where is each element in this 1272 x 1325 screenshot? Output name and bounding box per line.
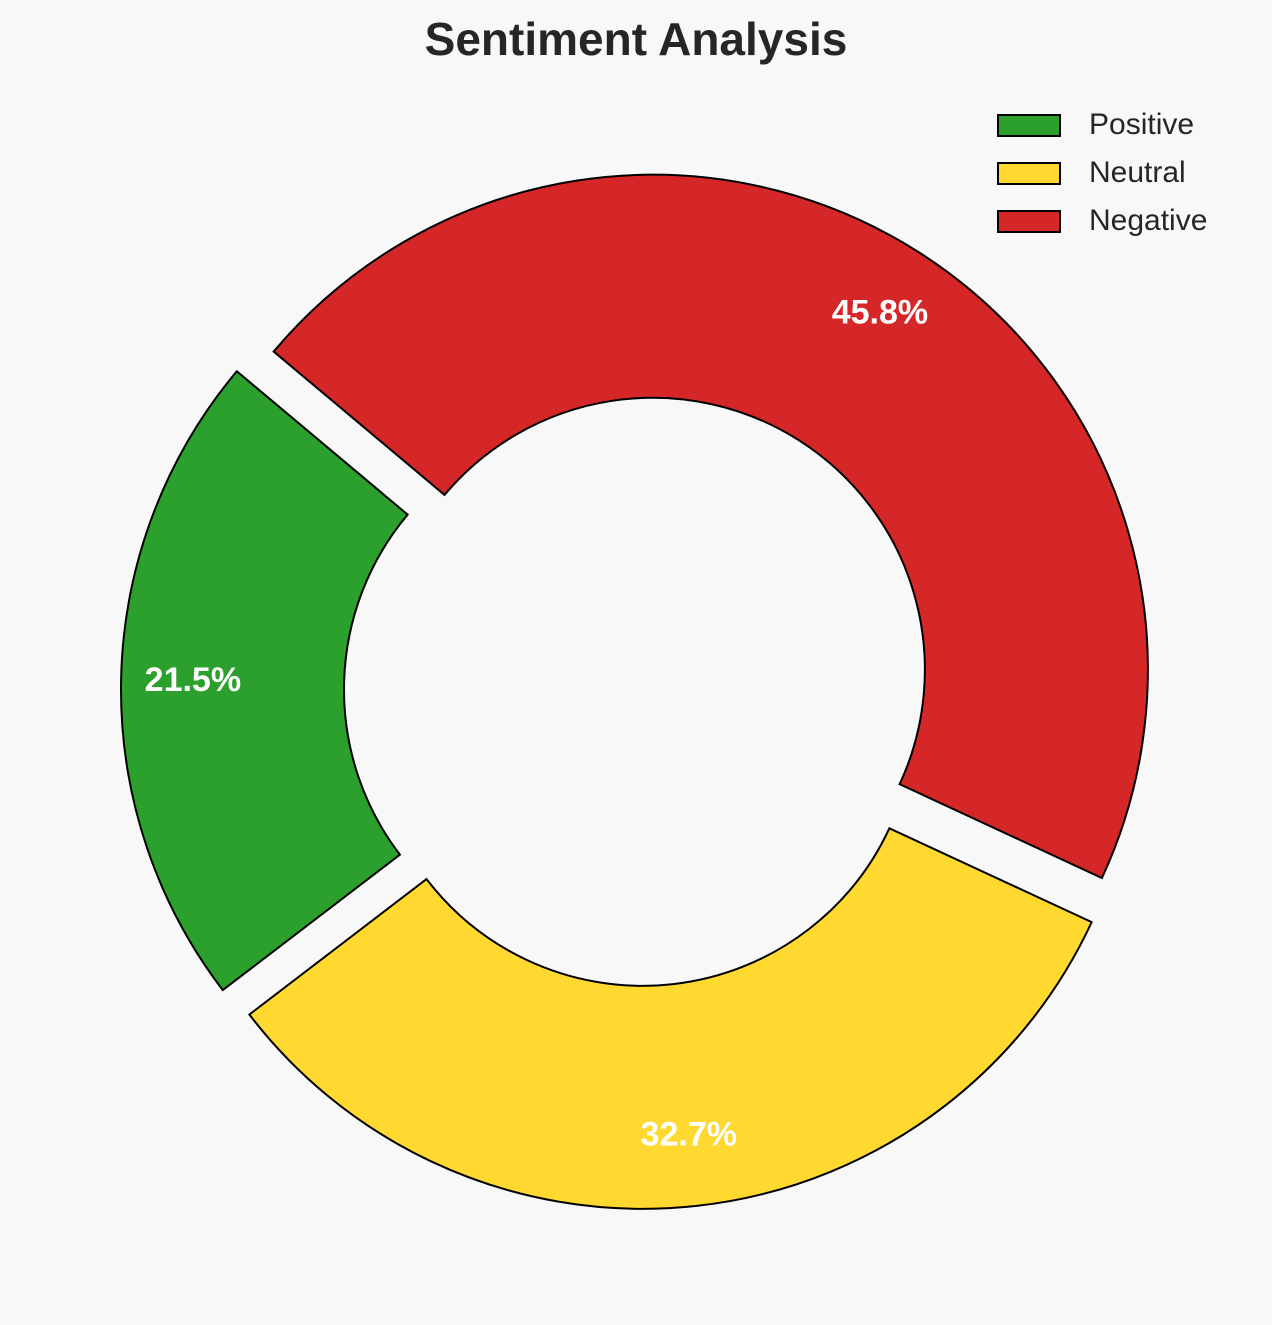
legend-swatch-negative (997, 209, 1061, 233)
legend-label: Positive (1089, 108, 1195, 141)
legend-swatch-neutral (997, 161, 1061, 185)
legend-item-neutral: Neutral (997, 149, 1207, 197)
data-label-neutral: 32.7% (641, 1116, 737, 1154)
legend-label: Negative (1089, 204, 1208, 237)
data-label-positive: 21.5% (145, 661, 241, 699)
wedge-neutral (247, 826, 1094, 1210)
legend-item-negative: Negative (997, 197, 1207, 245)
legend-swatch-positive (997, 113, 1061, 137)
wedge-negative (272, 173, 1149, 880)
data-label-negative: 45.8% (832, 294, 928, 332)
legend: Positive Neutral Negative (997, 101, 1207, 245)
wedge-positive (120, 369, 410, 992)
legend-item-positive: Positive (997, 101, 1207, 149)
chart-title: Sentiment Analysis (424, 13, 848, 65)
legend-label: Neutral (1089, 156, 1186, 189)
